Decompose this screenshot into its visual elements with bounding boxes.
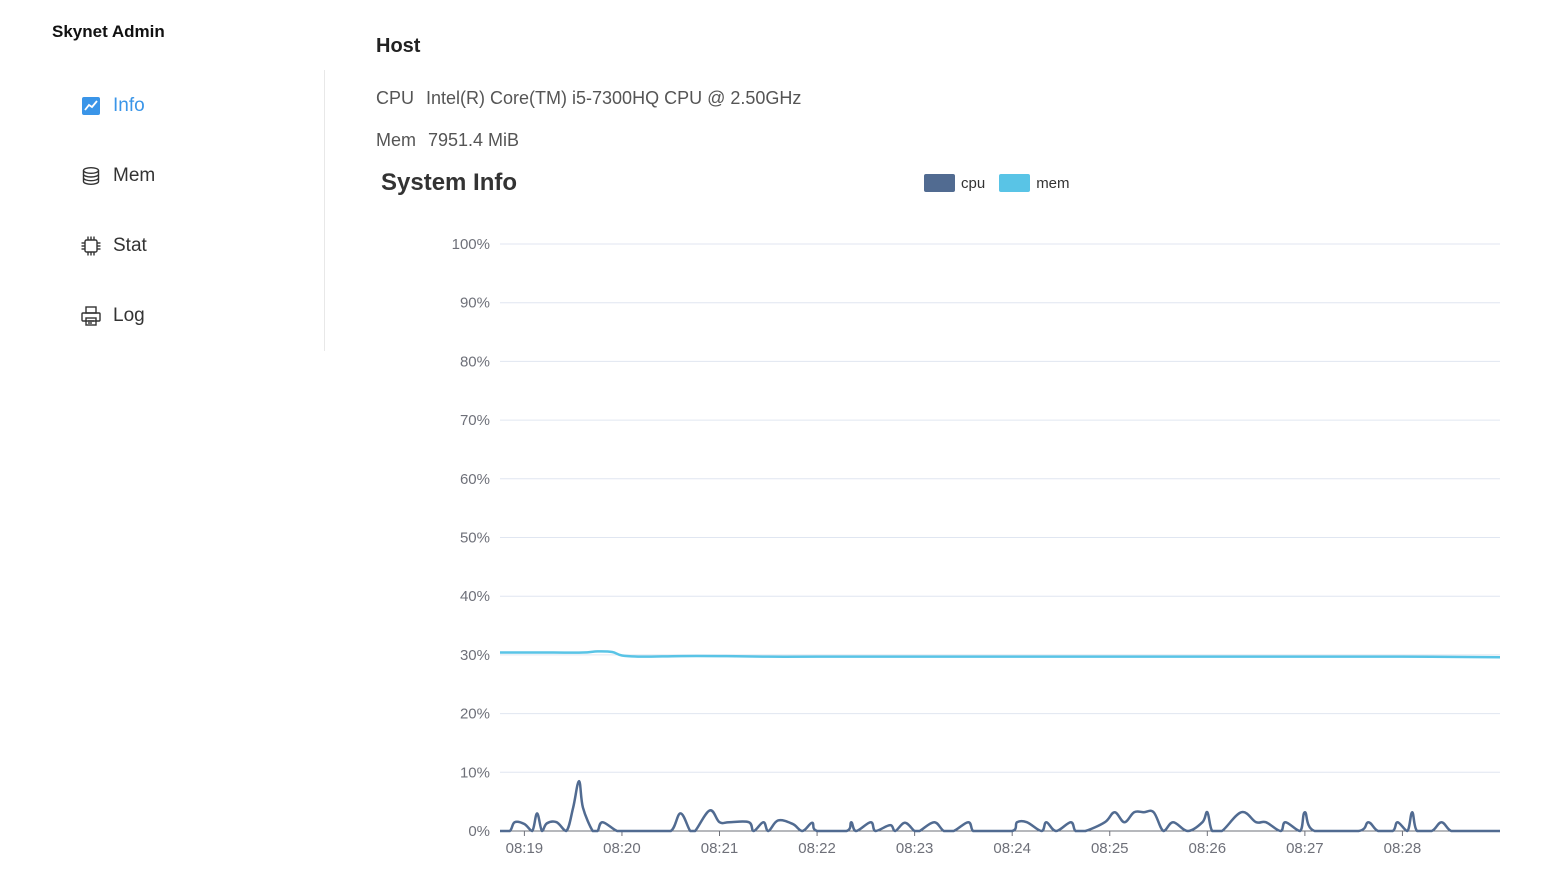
x-tick-label: 08:26 — [1189, 840, 1227, 857]
cpu-label: CPU — [376, 88, 415, 108]
mem-label: Mem — [376, 130, 416, 150]
host-cpu-row: CPU Intel(R) Core(TM) i5-7300HQ CPU @ 2.5… — [376, 88, 801, 109]
sidebar-item-stat[interactable]: Stat — [80, 231, 147, 261]
series-line-mem — [500, 650, 1501, 659]
x-tick-label: 08:24 — [993, 840, 1031, 857]
line-chart-icon — [80, 95, 102, 117]
chip-icon — [80, 235, 102, 257]
chart-series — [500, 650, 1501, 833]
sidebar-item-log[interactable]: Log — [80, 301, 145, 331]
y-tick-label: 90% — [460, 295, 490, 312]
x-tick-label: 08:27 — [1286, 840, 1324, 857]
x-tick-label: 08:20 — [603, 840, 641, 857]
mem-value: 7951.4 MiB — [428, 130, 520, 150]
y-tick-label: 0% — [468, 823, 490, 840]
y-tick-label: 80% — [460, 353, 490, 370]
cpu-value: Intel(R) Core(TM) i5-7300HQ CPU @ 2.50GH… — [426, 88, 802, 108]
host-mem-row: Mem 7951.4 MiB — [376, 130, 519, 151]
series-line-cpu — [500, 779, 1501, 833]
y-axis-ticks: 0% 10% 20% 30% 40% 50% 60% 70% 80% 90% 100% — [452, 236, 490, 840]
sidebar-item-label: Mem — [113, 165, 156, 186]
y-tick-label: 50% — [460, 530, 490, 547]
y-tick-label: 70% — [460, 412, 490, 429]
y-tick-label: 40% — [460, 588, 490, 605]
x-tick-label: 08:28 — [1384, 840, 1422, 857]
sidebar: Info Mem Stat — [0, 70, 325, 351]
printer-icon — [80, 305, 102, 327]
x-axis-ticks: 08:19 08:20 08:21 08:22 08:23 08:24 08:25 08:26… — [506, 831, 1422, 857]
y-tick-label: 20% — [460, 706, 490, 723]
sidebar-item-label: Log — [113, 305, 145, 326]
y-tick-label: 100% — [452, 236, 490, 253]
x-tick-label: 08:25 — [1091, 840, 1129, 857]
host-section-title: Host — [376, 35, 421, 57]
y-tick-label: 10% — [460, 764, 490, 781]
chart-title: System Info — [381, 169, 518, 196]
legend-item-cpu[interactable]: cpu — [924, 174, 985, 192]
legend-item-mem[interactable]: mem — [999, 174, 1070, 192]
chart-grid — [500, 243, 1500, 832]
legend-swatch-mem — [999, 174, 1031, 192]
x-tick-label: 08:21 — [701, 840, 739, 857]
x-tick-label: 08:23 — [896, 840, 934, 857]
database-icon — [80, 165, 102, 187]
y-tick-label: 60% — [460, 471, 490, 488]
y-tick-label: 30% — [460, 647, 490, 664]
legend-swatch-cpu — [924, 174, 955, 192]
x-tick-label: 08:19 — [506, 840, 544, 857]
chart-legend: cpu mem — [924, 174, 1084, 192]
sidebar-item-mem[interactable]: Mem — [80, 161, 155, 191]
x-tick-label: 08:22 — [798, 840, 836, 857]
sidebar-item-label: Stat — [113, 235, 147, 256]
legend-label-mem: mem — [1036, 174, 1070, 192]
legend-label-cpu: cpu — [961, 174, 986, 192]
sidebar-item-info[interactable]: Info — [80, 91, 145, 121]
app-title: Skynet Admin — [52, 22, 165, 41]
sidebar-item-label: Info — [113, 95, 145, 116]
